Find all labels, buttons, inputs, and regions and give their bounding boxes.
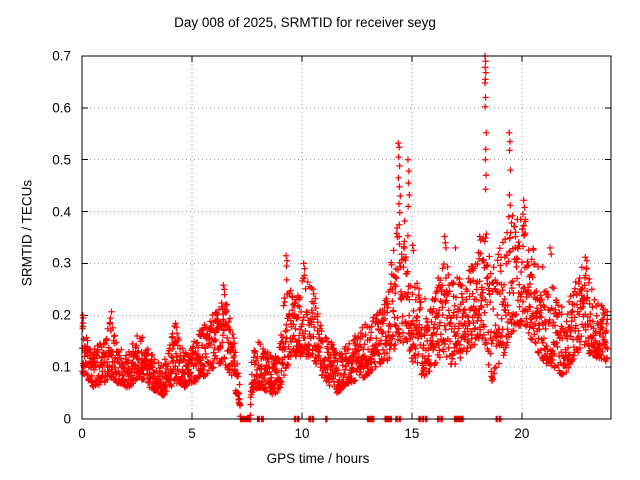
- y-tick-label: 0.4: [52, 204, 71, 220]
- x-tick-label: 20: [514, 426, 530, 441]
- y-tick-label: 0.7: [52, 48, 71, 64]
- x-tick-label: 0: [78, 426, 86, 441]
- x-tick-label: 15: [404, 426, 420, 441]
- x-tick-label: 5: [188, 426, 196, 441]
- y-tick-label: 0.3: [52, 255, 71, 271]
- plot-border: [81, 55, 612, 420]
- y-axis-title: SRMTID / TECUs: [19, 179, 35, 287]
- chart-title: Day 008 of 2025, SRMTID for receiver sey…: [174, 15, 436, 30]
- y-tick-label: 0.1: [52, 359, 71, 375]
- x-axis-title: GPS time / hours: [266, 451, 370, 466]
- y-tick-label: 0.5: [52, 152, 71, 168]
- y-tick-label: 0.2: [52, 307, 71, 323]
- y-tick-label: 0: [63, 411, 71, 427]
- y-tick-label: 0.6: [52, 100, 71, 116]
- x-tick-label: 10: [294, 426, 310, 441]
